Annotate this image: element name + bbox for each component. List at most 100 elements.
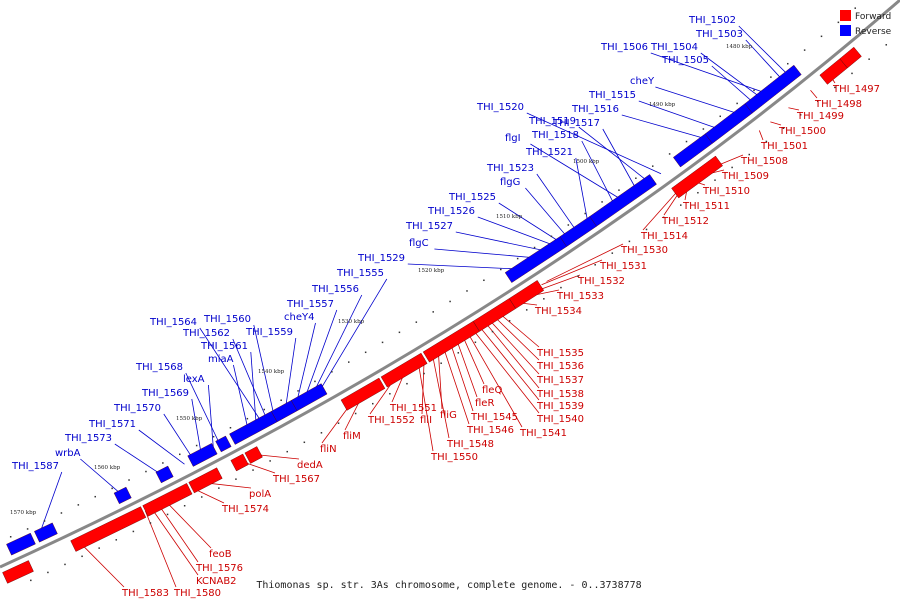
gene-label: THI_1518 bbox=[531, 130, 579, 141]
gene-label: flgC bbox=[409, 238, 429, 249]
leader-line bbox=[232, 338, 268, 421]
gene-label: THI_1515 bbox=[588, 90, 636, 101]
leader-line bbox=[810, 90, 818, 99]
leader-line bbox=[79, 542, 125, 588]
position-marker bbox=[372, 402, 374, 405]
kbp-tick-label: 1500 kbp bbox=[573, 159, 600, 165]
gene-label: THI_1580 bbox=[173, 588, 221, 599]
leader-line bbox=[421, 358, 425, 415]
leader-line bbox=[738, 25, 790, 77]
gene-label: THI_1504 bbox=[650, 42, 698, 53]
leader-line bbox=[208, 384, 214, 450]
gene-label: THI_1510 bbox=[702, 186, 750, 197]
leader-line bbox=[578, 126, 650, 183]
gene-label: THI_1498 bbox=[814, 99, 862, 110]
gene-label: THI_1536 bbox=[536, 361, 584, 372]
position-marker bbox=[9, 536, 12, 538]
position-marker bbox=[719, 115, 721, 118]
gene-label: fleR bbox=[475, 398, 494, 409]
position-marker bbox=[799, 114, 802, 116]
gene-label: THI_1557 bbox=[286, 299, 334, 310]
kbp-tick-label: 1550 kbp bbox=[176, 416, 203, 422]
gene-label: THI_1500 bbox=[778, 126, 826, 137]
gene-label: flgG bbox=[500, 177, 520, 188]
leader-line bbox=[250, 351, 257, 427]
gene-label: THI_1552 bbox=[367, 415, 415, 426]
gene-label: THI_1573 bbox=[64, 433, 112, 444]
position-marker bbox=[314, 380, 316, 383]
gene-label: THI_1525 bbox=[448, 192, 496, 203]
position-marker bbox=[635, 177, 637, 179]
position-marker bbox=[449, 300, 451, 303]
position-marker bbox=[611, 252, 614, 254]
position-marker bbox=[162, 462, 164, 464]
forward-gene-block bbox=[380, 352, 428, 388]
forward-gene-block bbox=[508, 280, 545, 309]
gene-label: THI_1497 bbox=[832, 84, 880, 95]
map-caption: Thiomonas sp. str. 3As chromosome, compl… bbox=[256, 580, 641, 591]
gene-label: THI_1546 bbox=[466, 425, 514, 436]
position-marker bbox=[516, 257, 519, 260]
position-marker bbox=[500, 268, 502, 271]
reverse-gene-block bbox=[6, 532, 36, 556]
position-marker bbox=[567, 224, 570, 226]
position-marker bbox=[432, 311, 434, 313]
gene-label: feoB bbox=[209, 549, 232, 560]
forward-gene-block bbox=[142, 483, 193, 517]
leader-line bbox=[650, 52, 768, 95]
leader-line bbox=[466, 331, 523, 428]
gene-label: THI_1540 bbox=[536, 414, 584, 425]
position-marker bbox=[594, 264, 596, 266]
leader-line bbox=[303, 309, 338, 401]
gene-label: THI_1568 bbox=[135, 362, 183, 373]
position-marker bbox=[577, 275, 579, 278]
position-marker bbox=[331, 371, 333, 373]
forward-gene-block bbox=[188, 467, 223, 494]
position-marker bbox=[398, 331, 401, 334]
legend: Forward Reverse bbox=[840, 10, 892, 37]
leader-line bbox=[484, 321, 540, 389]
position-marker bbox=[64, 563, 66, 566]
position-marker bbox=[803, 49, 806, 51]
position-marker bbox=[200, 496, 203, 498]
gene-label: lexA bbox=[183, 374, 205, 385]
gene-label: cheY bbox=[630, 76, 655, 87]
position-marker bbox=[149, 522, 152, 524]
leader-line bbox=[311, 294, 363, 396]
gene-label: THI_1556 bbox=[311, 284, 359, 295]
leader-line bbox=[253, 324, 275, 417]
position-marker bbox=[748, 153, 751, 156]
leader-line bbox=[581, 140, 616, 207]
reverse-genes bbox=[6, 64, 802, 556]
position-marker bbox=[483, 279, 485, 282]
leader-line bbox=[158, 504, 199, 563]
position-marker bbox=[297, 390, 299, 392]
legend-forward-swatch bbox=[840, 10, 851, 21]
leader-line bbox=[185, 372, 221, 446]
position-marker bbox=[787, 62, 789, 65]
position-marker bbox=[115, 539, 118, 541]
position-marker bbox=[508, 320, 511, 322]
gene-label: THI_1530 bbox=[620, 245, 668, 256]
position-marker bbox=[128, 479, 130, 481]
legend-reverse-label: Reverse bbox=[855, 27, 892, 37]
position-marker bbox=[26, 528, 29, 530]
position-marker bbox=[218, 487, 220, 489]
leader-line bbox=[655, 86, 741, 115]
position-marker bbox=[560, 286, 562, 289]
leader-line bbox=[525, 187, 569, 239]
gene-label: THI_1538 bbox=[536, 389, 584, 400]
gene-label: THI_1532 bbox=[577, 276, 625, 287]
position-marker bbox=[868, 58, 870, 60]
position-marker bbox=[406, 382, 408, 385]
reverse-gene-block bbox=[229, 410, 278, 445]
position-marker bbox=[303, 441, 306, 444]
leader-line bbox=[711, 65, 755, 105]
leader-line bbox=[114, 443, 163, 476]
leader-line bbox=[318, 278, 388, 392]
gene-label: THI_1562 bbox=[182, 328, 230, 339]
gene-label: THI_1570 bbox=[113, 403, 161, 414]
position-marker bbox=[77, 504, 80, 506]
position-marker bbox=[618, 189, 620, 191]
position-marker bbox=[753, 89, 755, 92]
